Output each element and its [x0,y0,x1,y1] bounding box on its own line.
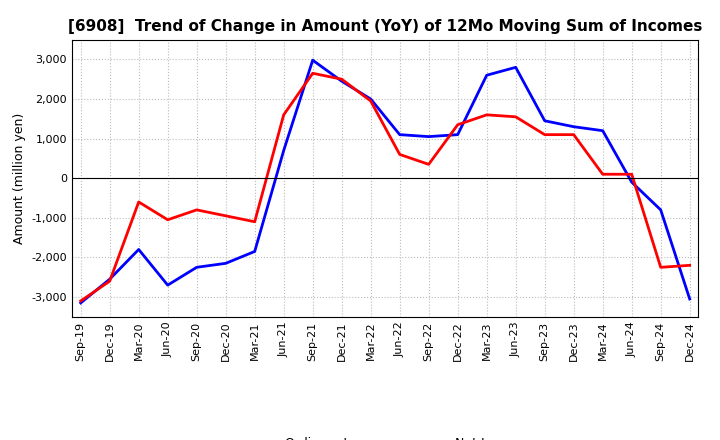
Ordinary Income [163,282,172,288]
Net Income [105,279,114,284]
Net Income [163,217,172,222]
Net Income [279,112,288,117]
Net Income [482,112,491,117]
Net Income [424,161,433,167]
Ordinary Income [221,260,230,266]
Title: [6908]  Trend of Change in Amount (YoY) of 12Mo Moving Sum of Incomes: [6908] Trend of Change in Amount (YoY) o… [68,19,703,34]
Y-axis label: Amount (million yen): Amount (million yen) [13,113,26,244]
Ordinary Income [598,128,607,133]
Ordinary Income [541,118,549,123]
Ordinary Income [424,134,433,139]
Ordinary Income [627,180,636,185]
Net Income [454,122,462,127]
Net Income [308,70,317,76]
Line: Net Income: Net Income [81,73,690,301]
Ordinary Income [251,249,259,254]
Net Income [511,114,520,119]
Net Income [251,219,259,224]
Ordinary Income [105,276,114,282]
Net Income [541,132,549,137]
Legend: Ordinary Income, Net Income: Ordinary Income, Net Income [238,432,532,440]
Ordinary Income [76,300,85,305]
Ordinary Income [685,297,694,302]
Ordinary Income [366,96,375,102]
Net Income [338,77,346,82]
Net Income [221,213,230,218]
Net Income [627,172,636,177]
Ordinary Income [338,78,346,84]
Net Income [192,207,201,213]
Net Income [657,264,665,270]
Net Income [598,172,607,177]
Net Income [366,98,375,103]
Ordinary Income [657,207,665,213]
Ordinary Income [308,58,317,63]
Ordinary Income [482,73,491,78]
Net Income [135,199,143,205]
Net Income [395,152,404,157]
Ordinary Income [135,247,143,252]
Ordinary Income [279,148,288,153]
Net Income [570,132,578,137]
Ordinary Income [511,65,520,70]
Ordinary Income [192,264,201,270]
Net Income [76,298,85,304]
Net Income [685,263,694,268]
Ordinary Income [395,132,404,137]
Ordinary Income [454,132,462,137]
Line: Ordinary Income: Ordinary Income [81,60,690,303]
Ordinary Income [570,124,578,129]
